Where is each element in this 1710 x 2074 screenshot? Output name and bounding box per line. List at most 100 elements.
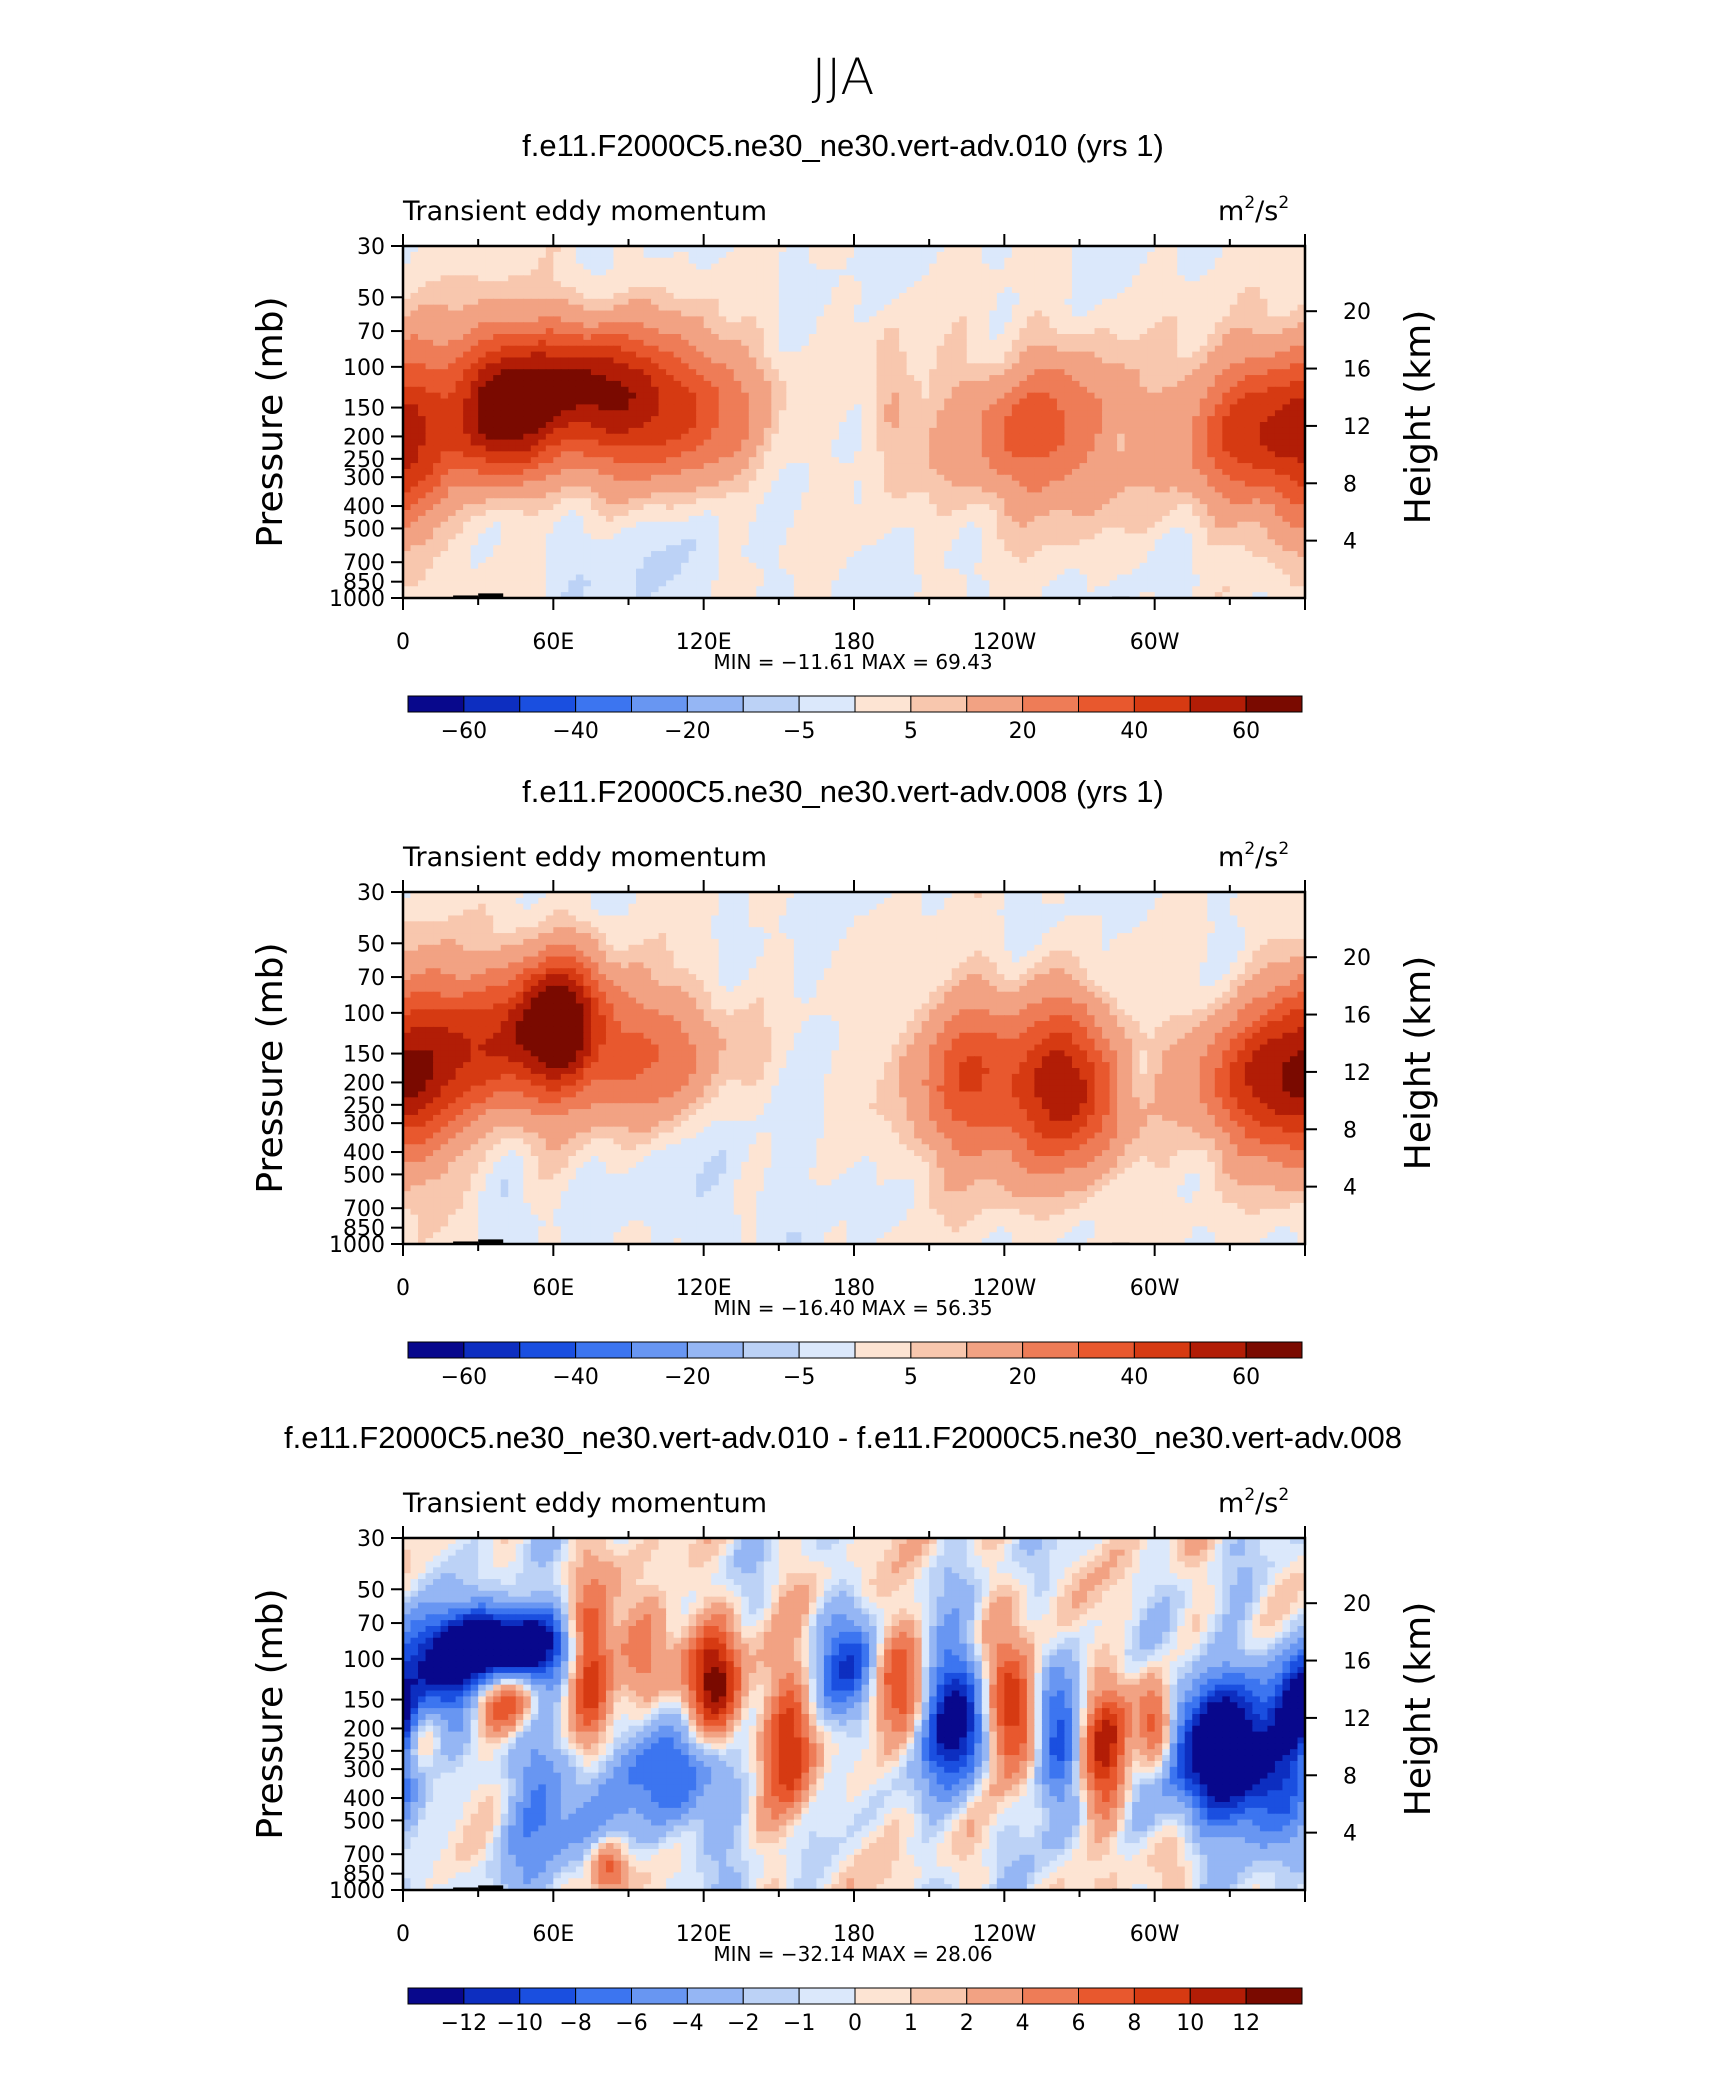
field-cell — [711, 399, 719, 405]
field-cell — [411, 475, 419, 481]
field-cell — [456, 440, 464, 446]
field-cell — [681, 346, 689, 352]
field-cell — [516, 463, 524, 469]
field-cell — [967, 481, 975, 487]
field-cell — [441, 316, 449, 322]
field-cell — [456, 340, 464, 346]
field-cell — [756, 469, 764, 475]
field-cell — [523, 293, 531, 299]
field-cell — [1170, 264, 1178, 270]
field-cell — [831, 434, 839, 440]
field-cell — [508, 387, 516, 393]
field-cell — [1282, 428, 1290, 434]
field-cell — [651, 252, 659, 258]
field-cell — [1095, 387, 1103, 393]
field-cell — [704, 393, 712, 399]
field-cell — [846, 322, 854, 328]
field-cell — [937, 428, 945, 434]
field-cell — [1080, 440, 1088, 446]
field-cell — [801, 428, 809, 434]
field-cell — [734, 316, 742, 322]
field-cell — [734, 428, 742, 434]
field-cell — [568, 269, 576, 275]
field-cell — [824, 287, 832, 293]
field-cell — [674, 369, 682, 375]
field-cell — [741, 375, 749, 381]
field-cell — [1290, 457, 1298, 463]
field-cell — [1125, 264, 1133, 270]
field-cell — [1207, 457, 1215, 463]
field-cell — [1177, 428, 1185, 434]
field-cell — [433, 316, 441, 322]
field-cell — [1102, 352, 1110, 358]
field-cell — [471, 352, 479, 358]
field-cell — [1290, 451, 1298, 457]
field-cell — [523, 457, 531, 463]
field-cell — [681, 258, 689, 264]
field-cell — [726, 352, 734, 358]
field-cell — [1170, 281, 1178, 287]
field-cell — [463, 281, 471, 287]
field-cell — [448, 287, 456, 293]
field-cell — [448, 428, 456, 434]
field-cell — [1192, 334, 1200, 340]
field-cell — [651, 399, 659, 405]
field-cell — [1064, 258, 1072, 264]
field-cell — [516, 264, 524, 270]
field-cell — [997, 451, 1005, 457]
field-cell — [1290, 375, 1298, 381]
field-cell — [1042, 328, 1050, 334]
field-cell — [734, 422, 742, 428]
field-cell — [1192, 275, 1200, 281]
field-cell — [1140, 258, 1148, 264]
field-cell — [636, 381, 644, 387]
field-cell — [1102, 287, 1110, 293]
field-cell — [1019, 322, 1027, 328]
field-cell — [1019, 393, 1027, 399]
field-cell — [1102, 299, 1110, 305]
field-cell — [1132, 381, 1140, 387]
field-cell — [471, 399, 479, 405]
field-cell — [681, 322, 689, 328]
field-cell — [764, 264, 772, 270]
field-cell — [456, 299, 464, 305]
field-cell — [741, 434, 749, 440]
field-cell — [553, 316, 561, 322]
field-cell — [1012, 428, 1020, 434]
field-cell — [1034, 305, 1042, 311]
field-cell — [681, 334, 689, 340]
field-cell — [967, 275, 975, 281]
field-cell — [1132, 375, 1140, 381]
field-cell — [907, 463, 915, 469]
field-cell — [1125, 305, 1133, 311]
field-cell — [1155, 481, 1163, 487]
field-cell — [779, 487, 787, 493]
field-cell — [553, 258, 561, 264]
field-cell — [1260, 463, 1268, 469]
field-cell — [779, 416, 787, 422]
field-cell — [1110, 322, 1118, 328]
field-cell — [1282, 334, 1290, 340]
field-cell — [1192, 463, 1200, 469]
field-cell — [711, 293, 719, 299]
field-cell — [478, 287, 486, 293]
field-cell — [1222, 469, 1230, 475]
field-cell — [501, 328, 509, 334]
field-cell — [433, 340, 441, 346]
field-cell — [959, 381, 967, 387]
field-cell — [1110, 340, 1118, 346]
field-cell — [816, 463, 824, 469]
field-cell — [1140, 422, 1148, 428]
field-cell — [644, 469, 652, 475]
field-cell — [1237, 463, 1245, 469]
field-cell — [1102, 340, 1110, 346]
field-cell — [997, 328, 1005, 334]
field-cell — [1185, 416, 1193, 422]
field-cell — [1027, 352, 1035, 358]
field-cell — [613, 322, 621, 328]
field-cell — [1125, 299, 1133, 305]
field-cell — [1185, 316, 1193, 322]
field-cell — [508, 305, 516, 311]
field-cell — [478, 269, 486, 275]
field-cell — [839, 451, 847, 457]
